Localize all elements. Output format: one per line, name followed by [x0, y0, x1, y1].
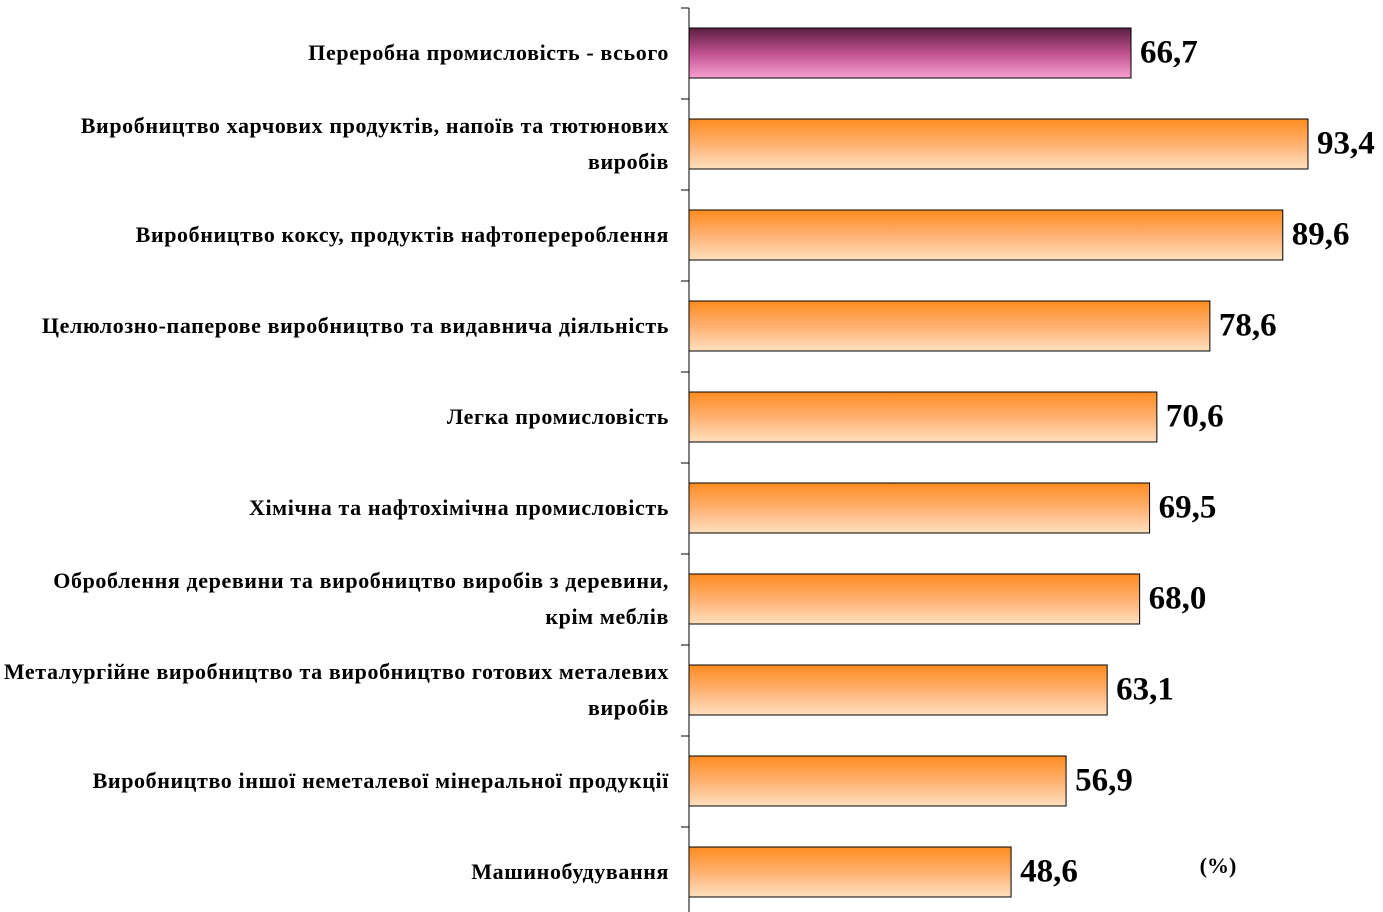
category-label: Целюлозно-паперове виробництво та видавн…: [41, 313, 669, 338]
value-label: 93,4: [1317, 126, 1375, 162]
unit-label: (%): [1200, 853, 1237, 878]
value-label: 48,6: [1020, 854, 1078, 890]
value-label: 78,6: [1219, 308, 1277, 344]
category-label: Легка промисловість: [446, 404, 669, 429]
value-label: 68,0: [1149, 581, 1207, 617]
bar: [688, 846, 1012, 898]
value-label: 70,6: [1166, 399, 1224, 435]
bar: [688, 755, 1067, 807]
category-label: Виробництво коксу, продуктів нафтопереро…: [135, 222, 669, 247]
category-label: Металургійне виробництво та виробництво …: [3, 659, 669, 720]
category-label: Виробництво харчових продуктів, напоїв т…: [80, 113, 669, 174]
value-label: 66,7: [1140, 35, 1198, 71]
category-label: Хімічна та нафтохімічна промисловість: [248, 495, 669, 520]
category-label: Машинобудування: [471, 859, 669, 884]
value-label: 89,6: [1292, 217, 1350, 253]
bar: [688, 391, 1158, 443]
category-label: Оброблення деревини та виробництво вироб…: [53, 568, 669, 629]
value-label: 69,5: [1159, 490, 1217, 526]
bar: [688, 573, 1141, 625]
bar: [688, 209, 1284, 261]
bar: [688, 300, 1211, 352]
value-label: 56,9: [1075, 763, 1133, 799]
bar: [688, 118, 1309, 170]
category-label: Переробна промисловість - всього: [308, 40, 669, 65]
category-label: Виробництво іншої неметалевої мінерально…: [92, 768, 669, 793]
value-label: 63,1: [1116, 672, 1174, 708]
bar: [688, 664, 1108, 716]
bar: [688, 482, 1151, 534]
bar: [688, 27, 1132, 79]
